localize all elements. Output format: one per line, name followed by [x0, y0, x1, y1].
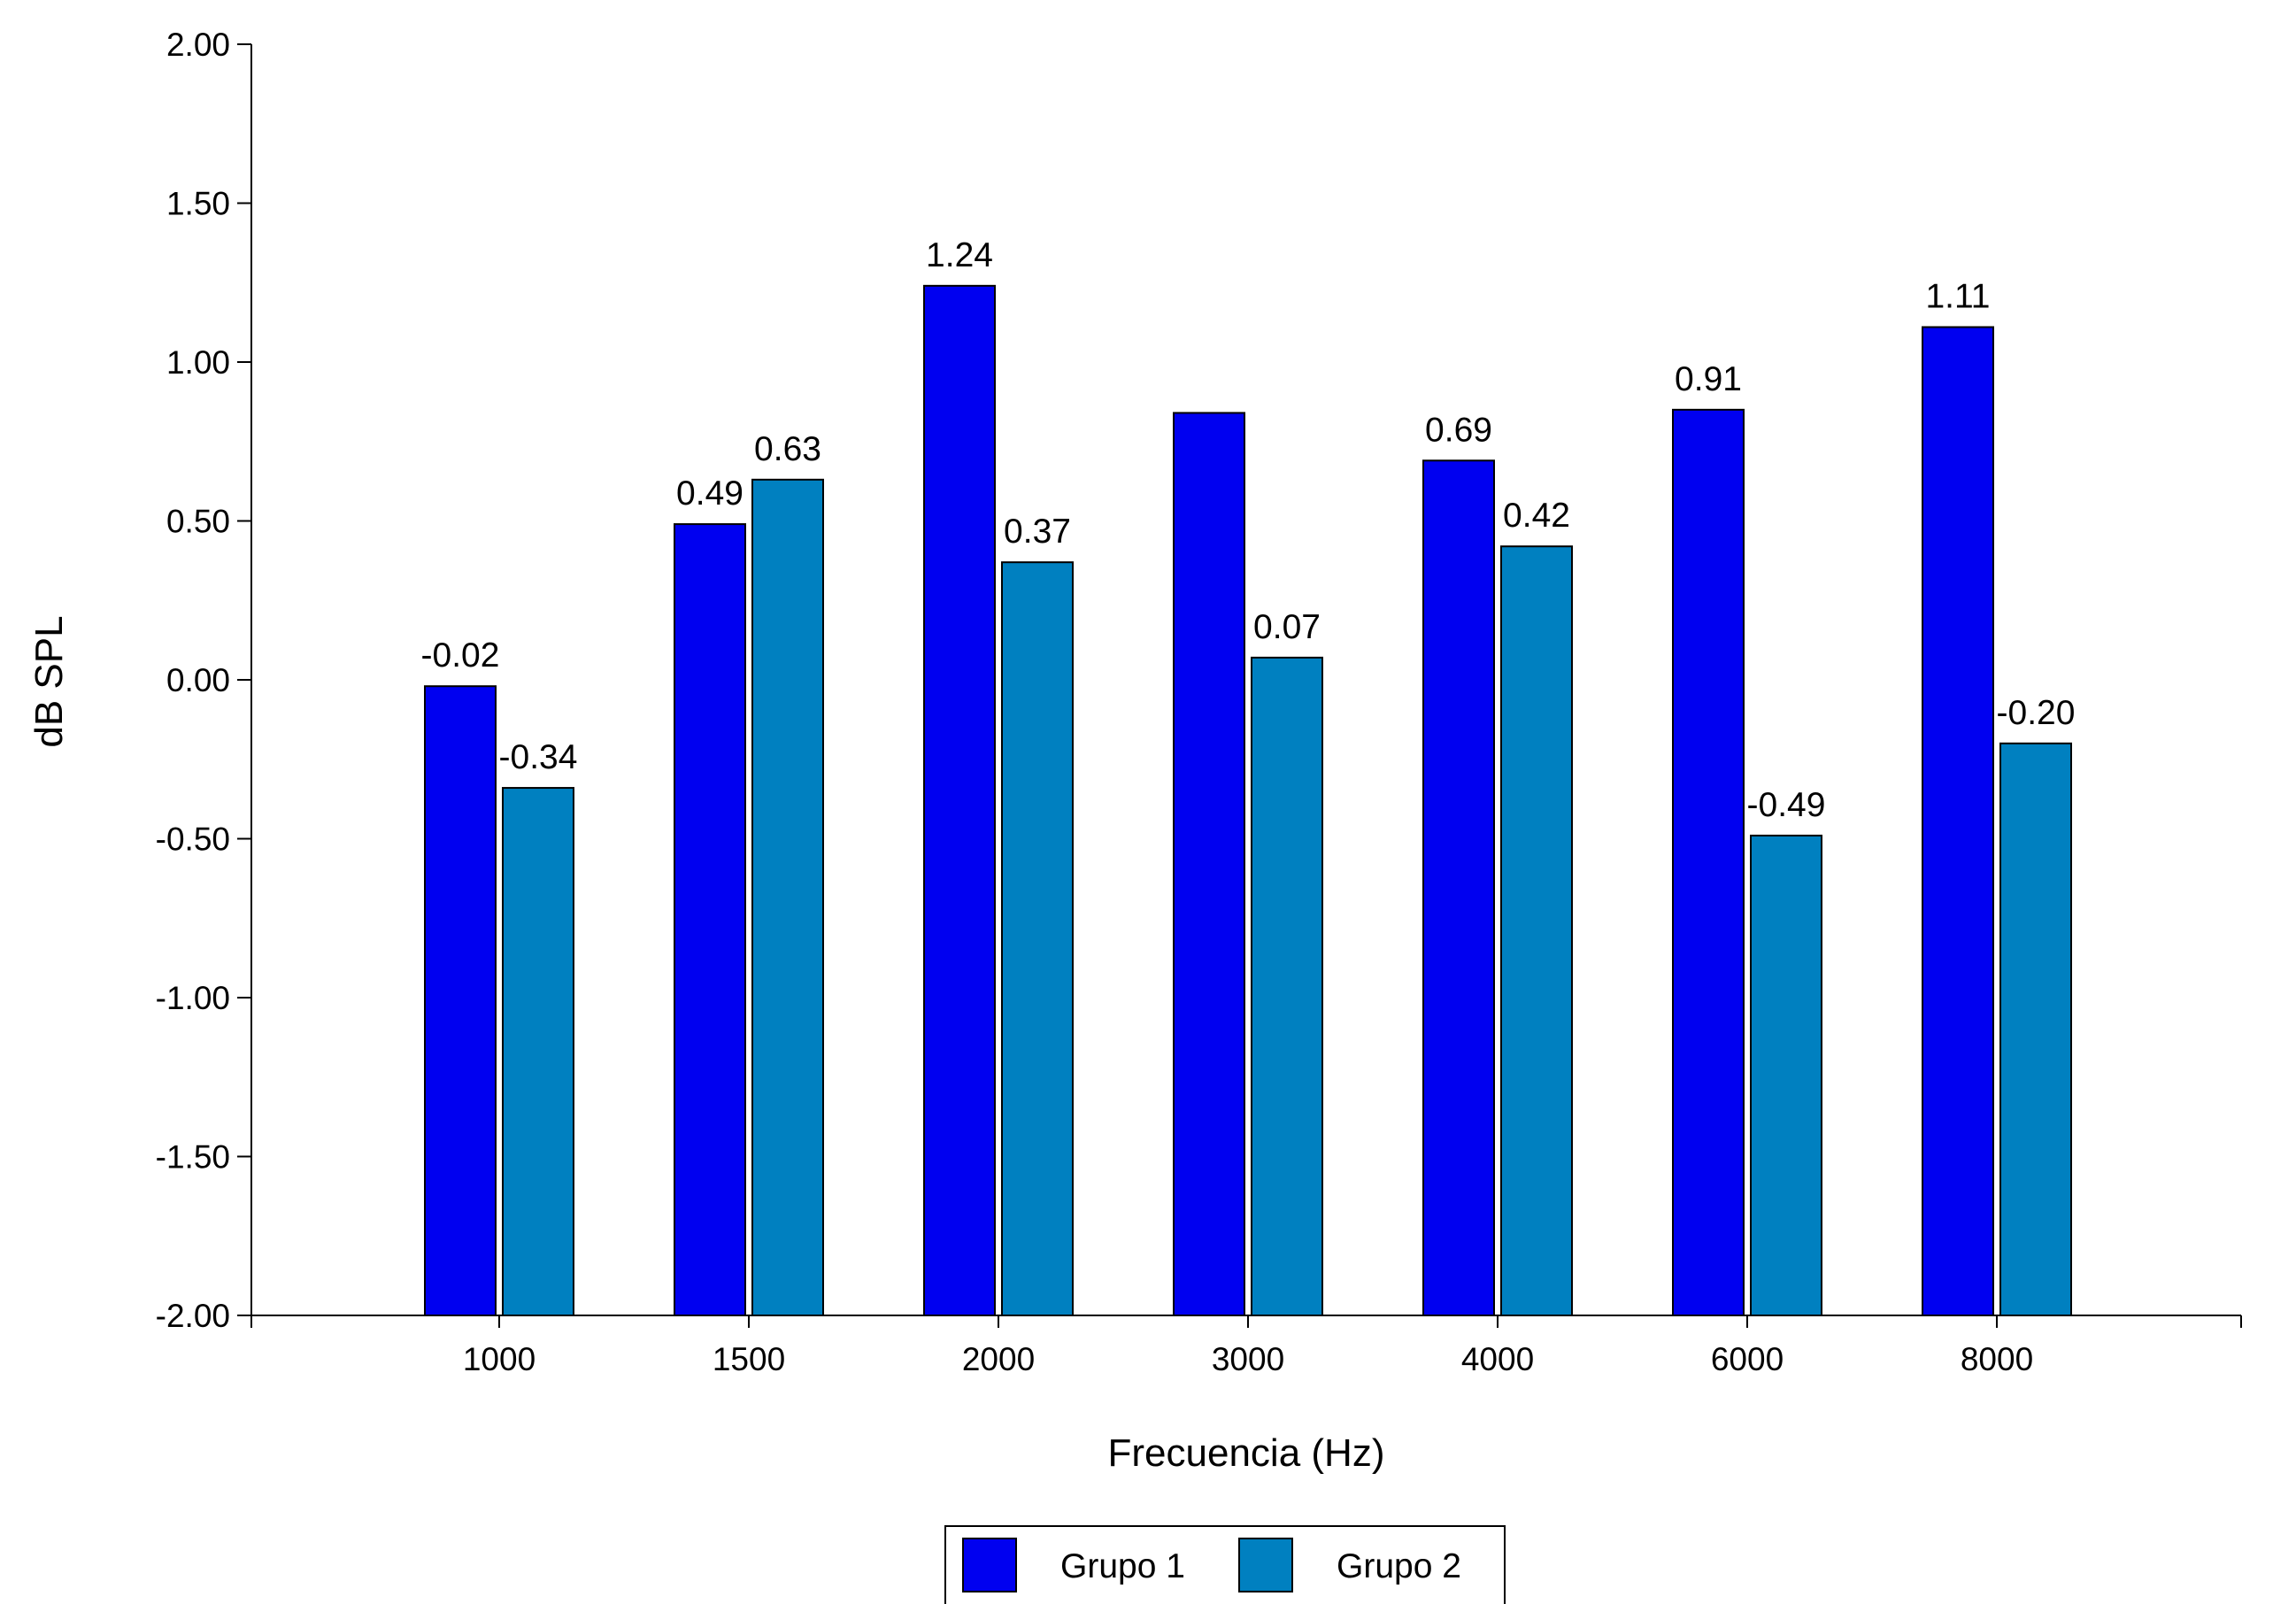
data-label: 0.49 — [676, 474, 744, 513]
bar-grupo-2-3000 — [1251, 656, 1323, 1316]
data-label: -0.20 — [1997, 694, 2076, 732]
data-label: 0.63 — [754, 430, 821, 468]
y-tick-label: 1.50 — [166, 186, 230, 222]
x-tick-label: 2000 — [962, 1341, 1035, 1377]
bar-grupo-1-3000 — [1173, 412, 1245, 1316]
y-tick-label: 0.00 — [166, 662, 230, 698]
legend: Grupo 1 Grupo 2 — [944, 1525, 1506, 1604]
y-tick-label: -1.50 — [156, 1139, 230, 1176]
x-tick-label: 1000 — [463, 1341, 535, 1377]
bar-grupo-2-2000 — [1001, 561, 1074, 1316]
legend-label: Grupo 1 — [1060, 1547, 1185, 1585]
x-axis: 1000 1500 2000 3000 4000 6000 8000 — [250, 1315, 2242, 1377]
legend-swatch — [962, 1538, 1017, 1592]
data-labels: -0.02 -0.34 0.49 0.63 1.24 0.37 0.07 0.69 0.42 0.… — [421, 236, 2076, 824]
bar-grupo-1-6000 — [1672, 408, 1745, 1317]
x-tick-label: 4000 — [1461, 1341, 1534, 1377]
legend-label: Grupo 2 — [1337, 1547, 1461, 1585]
bar-grupo-1-2000 — [923, 284, 996, 1317]
bar-grupo-2-6000 — [1750, 834, 1822, 1316]
x-tick-label: 6000 — [1711, 1341, 1784, 1377]
data-label: 1.11 — [1925, 278, 1990, 316]
bar-grupo-1-4000 — [1422, 459, 1495, 1316]
data-label: 0.69 — [1425, 411, 1492, 449]
data-label: -0.02 — [421, 636, 500, 675]
y-tick-label: 1.00 — [166, 344, 230, 381]
bar-grupo-1-1500 — [674, 523, 746, 1316]
y-tick-label: -0.50 — [156, 821, 230, 858]
y-tick-label: -2.00 — [156, 1298, 230, 1334]
x-tick-label: 3000 — [1212, 1341, 1284, 1377]
data-label: 0.42 — [1503, 497, 1570, 535]
legend-frame — [944, 1525, 1506, 1604]
bar-grupo-2-8000 — [1999, 742, 2072, 1316]
bar-grupo-1-1000 — [424, 685, 497, 1316]
y-axis-title: dB SPL — [27, 615, 71, 747]
data-label: 0.91 — [1675, 360, 1742, 398]
bar-grupo-1-8000 — [1922, 326, 1994, 1316]
y-tick-label: 0.50 — [166, 504, 230, 540]
y-tick-label: 2.00 — [166, 27, 230, 63]
data-label: 0.07 — [1253, 608, 1321, 646]
legend-swatch — [1238, 1538, 1293, 1592]
x-tick-label: 1500 — [713, 1341, 785, 1377]
bar-grupo-2-4000 — [1500, 545, 1573, 1316]
bars — [424, 284, 2072, 1317]
data-label: 1.24 — [926, 236, 993, 274]
data-label: 0.37 — [1004, 513, 1071, 551]
bar-grupo-2-1500 — [751, 478, 824, 1316]
x-tick-label: 8000 — [1961, 1341, 2033, 1377]
data-label: -0.34 — [499, 738, 578, 776]
x-axis-title: Frecuencia (Hz) — [1108, 1431, 1385, 1475]
bar-grupo-2-1000 — [502, 787, 574, 1316]
data-label: -0.49 — [1747, 786, 1826, 824]
y-axis: 2.00 1.50 1.00 0.50 0.00 -0.50 -1.00 -1.50 -2.00 — [156, 27, 252, 1334]
y-tick-label: -1.00 — [156, 980, 230, 1016]
